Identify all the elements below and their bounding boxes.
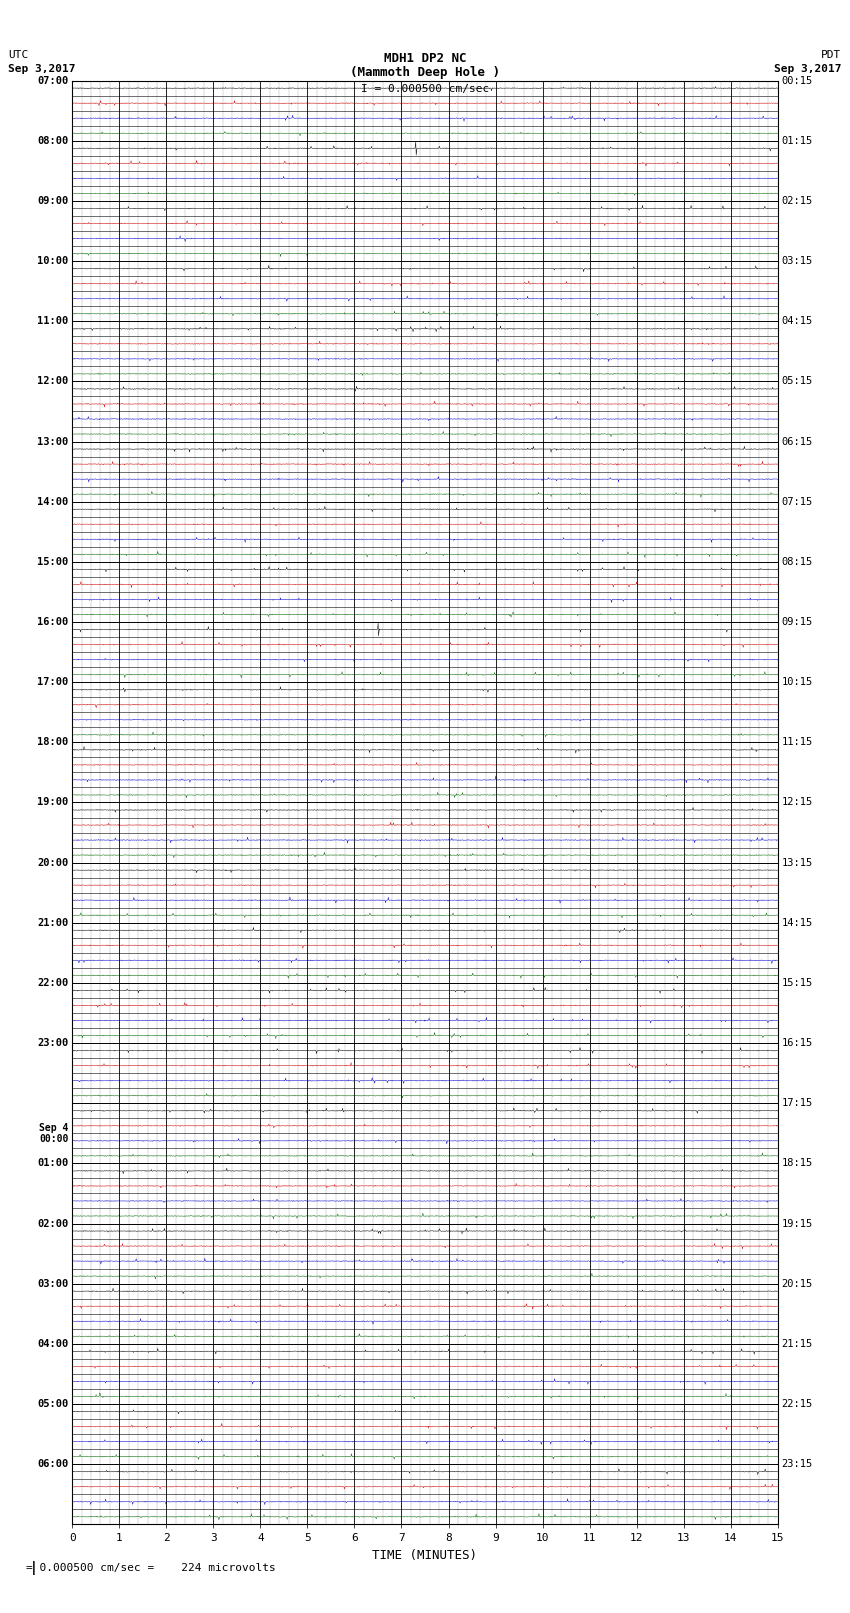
Text: 15:00: 15:00 xyxy=(37,556,69,566)
Text: 04:00: 04:00 xyxy=(37,1339,69,1348)
Text: 13:15: 13:15 xyxy=(781,858,813,868)
Text: 03:00: 03:00 xyxy=(37,1279,69,1289)
Text: 21:00: 21:00 xyxy=(37,918,69,927)
Text: UTC: UTC xyxy=(8,50,29,60)
Text: 21:15: 21:15 xyxy=(781,1339,813,1348)
Text: 17:15: 17:15 xyxy=(781,1098,813,1108)
Text: 20:15: 20:15 xyxy=(781,1279,813,1289)
Text: (Mammoth Deep Hole ): (Mammoth Deep Hole ) xyxy=(350,66,500,79)
Text: 06:15: 06:15 xyxy=(781,437,813,447)
Text: 05:15: 05:15 xyxy=(781,376,813,387)
Text: = 0.000500 cm/sec =    224 microvolts: = 0.000500 cm/sec = 224 microvolts xyxy=(26,1563,275,1573)
Text: 12:00: 12:00 xyxy=(37,376,69,387)
Text: 22:00: 22:00 xyxy=(37,977,69,987)
Text: 08:00: 08:00 xyxy=(37,135,69,145)
Text: 09:15: 09:15 xyxy=(781,618,813,627)
Text: 00:15: 00:15 xyxy=(781,76,813,85)
Text: 17:00: 17:00 xyxy=(37,677,69,687)
Text: 16:15: 16:15 xyxy=(781,1039,813,1048)
Text: I = 0.000500 cm/sec: I = 0.000500 cm/sec xyxy=(361,84,489,94)
Text: 11:15: 11:15 xyxy=(781,737,813,747)
Text: 18:00: 18:00 xyxy=(37,737,69,747)
Text: 12:15: 12:15 xyxy=(781,797,813,808)
Text: 19:15: 19:15 xyxy=(781,1218,813,1229)
Text: 23:15: 23:15 xyxy=(781,1460,813,1469)
Text: Sep 4
00:00: Sep 4 00:00 xyxy=(39,1123,69,1144)
Text: PDT: PDT xyxy=(821,50,842,60)
Text: 10:15: 10:15 xyxy=(781,677,813,687)
Text: 14:00: 14:00 xyxy=(37,497,69,506)
Text: 13:00: 13:00 xyxy=(37,437,69,447)
X-axis label: TIME (MINUTES): TIME (MINUTES) xyxy=(372,1548,478,1561)
Text: 07:00: 07:00 xyxy=(37,76,69,85)
Text: 05:00: 05:00 xyxy=(37,1398,69,1410)
Text: Sep 3,2017: Sep 3,2017 xyxy=(774,65,842,74)
Text: 23:00: 23:00 xyxy=(37,1039,69,1048)
Text: 10:00: 10:00 xyxy=(37,256,69,266)
Text: 04:15: 04:15 xyxy=(781,316,813,326)
Text: 20:00: 20:00 xyxy=(37,858,69,868)
Text: 02:00: 02:00 xyxy=(37,1218,69,1229)
Text: 11:00: 11:00 xyxy=(37,316,69,326)
Text: 15:15: 15:15 xyxy=(781,977,813,987)
Text: 19:00: 19:00 xyxy=(37,797,69,808)
Text: MDH1 DP2 NC: MDH1 DP2 NC xyxy=(383,52,467,65)
Text: 22:15: 22:15 xyxy=(781,1398,813,1410)
Text: 18:15: 18:15 xyxy=(781,1158,813,1168)
Text: 09:00: 09:00 xyxy=(37,195,69,206)
Text: 08:15: 08:15 xyxy=(781,556,813,566)
Text: 06:00: 06:00 xyxy=(37,1460,69,1469)
Text: 07:15: 07:15 xyxy=(781,497,813,506)
Text: 14:15: 14:15 xyxy=(781,918,813,927)
Text: Sep 3,2017: Sep 3,2017 xyxy=(8,65,76,74)
Text: 01:00: 01:00 xyxy=(37,1158,69,1168)
Text: 03:15: 03:15 xyxy=(781,256,813,266)
Text: 16:00: 16:00 xyxy=(37,618,69,627)
Text: 01:15: 01:15 xyxy=(781,135,813,145)
Text: 02:15: 02:15 xyxy=(781,195,813,206)
Text: |: | xyxy=(13,1561,38,1574)
